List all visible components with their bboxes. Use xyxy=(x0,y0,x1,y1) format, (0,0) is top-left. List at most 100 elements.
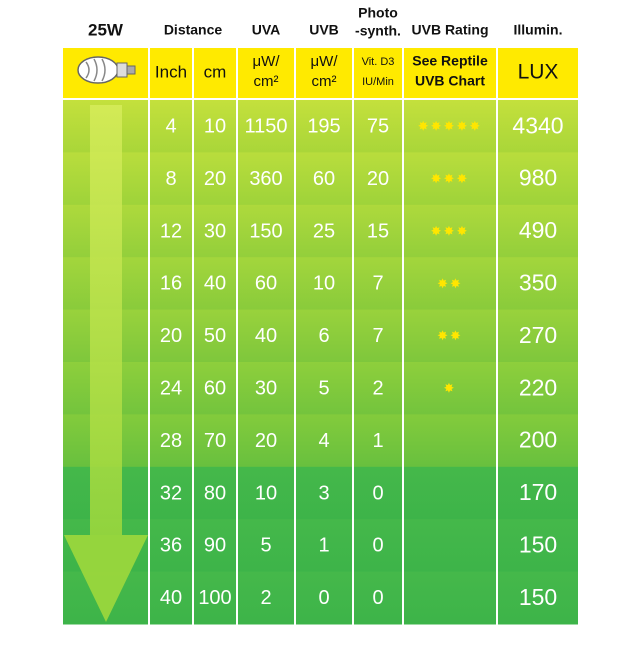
cell-value: 40 xyxy=(204,273,226,295)
column-unit: cm² xyxy=(254,73,279,90)
row-band xyxy=(150,309,192,363)
row-band xyxy=(238,362,294,415)
row-band xyxy=(238,519,294,573)
cell-value: 10 xyxy=(313,273,335,295)
row-band xyxy=(498,152,578,206)
column-unit: Inch xyxy=(155,62,187,81)
cell-value: 50 xyxy=(204,325,226,347)
row-band xyxy=(404,100,496,153)
column-header: UVA xyxy=(252,22,281,38)
row-band xyxy=(354,204,402,258)
row-band xyxy=(498,519,578,573)
cell-value: 60 xyxy=(313,168,335,190)
row-band xyxy=(404,519,496,573)
cell-value: 1150 xyxy=(244,115,287,137)
column-header: -synth. xyxy=(355,23,401,39)
cell-value: 20 xyxy=(160,325,182,347)
column-header: UVB Rating xyxy=(412,22,489,38)
row-band xyxy=(238,414,294,468)
cell-value: 980 xyxy=(519,165,557,191)
row-band xyxy=(194,571,236,625)
row-band xyxy=(194,204,236,258)
column-unit: Vit. D3 xyxy=(362,56,395,68)
row-band xyxy=(296,362,352,415)
row-band xyxy=(404,362,496,415)
row-band xyxy=(498,362,578,415)
cell-value: 270 xyxy=(519,322,557,348)
row-band xyxy=(194,362,236,415)
row-band xyxy=(498,414,578,468)
cell-value: 5 xyxy=(318,377,329,399)
cell-value: 70 xyxy=(204,430,226,452)
row-band xyxy=(404,414,496,468)
rating-stars: ✸✸ xyxy=(437,276,463,291)
row-band xyxy=(194,466,236,520)
column-header: Distance xyxy=(164,22,223,38)
row-band xyxy=(194,152,236,206)
cell-value: 2 xyxy=(260,587,271,609)
row-band xyxy=(404,204,496,258)
bulb-icon xyxy=(77,56,136,84)
cell-value: 60 xyxy=(255,273,277,295)
row-band xyxy=(354,100,402,153)
row-band xyxy=(296,257,352,311)
row-band xyxy=(194,519,236,573)
row-band xyxy=(354,362,402,415)
column-unit: IU/Min xyxy=(362,76,394,88)
cell-value: 150 xyxy=(519,531,557,557)
cell-value: 40 xyxy=(160,587,182,609)
arrow xyxy=(64,105,148,622)
column-unit: UVB Chart xyxy=(415,73,485,89)
row-band xyxy=(150,571,192,625)
row-band xyxy=(296,100,352,153)
header-band xyxy=(404,48,496,98)
row-band xyxy=(150,414,192,468)
cell-value: 350 xyxy=(519,269,557,295)
cell-value: 25 xyxy=(313,220,335,242)
row-band xyxy=(238,152,294,206)
cell-value: 4 xyxy=(318,430,329,452)
cell-value: 100 xyxy=(198,587,231,609)
cell-value: 30 xyxy=(204,220,226,242)
row-band xyxy=(150,100,192,153)
header-band xyxy=(354,48,402,98)
cell-value: 16 xyxy=(160,273,182,295)
header-band xyxy=(498,48,578,98)
row-band xyxy=(296,466,352,520)
table-background xyxy=(63,48,578,625)
row-band xyxy=(404,257,496,311)
cell-value: 0 xyxy=(318,587,329,609)
cell-value: 6 xyxy=(318,325,329,347)
cell-value: 32 xyxy=(160,482,182,504)
row-band xyxy=(238,466,294,520)
row-band xyxy=(354,152,402,206)
cell-value: 8 xyxy=(165,168,176,190)
cell-value: 195 xyxy=(307,115,340,137)
column-unit: μW/ xyxy=(311,53,339,70)
row-band xyxy=(238,100,294,153)
cell-value: 75 xyxy=(367,115,389,137)
row-band xyxy=(194,257,236,311)
row-band xyxy=(354,414,402,468)
row-band xyxy=(354,571,402,625)
row-band xyxy=(404,571,496,625)
column-header: Photo xyxy=(358,5,398,21)
column-unit: cm² xyxy=(312,73,337,90)
row-band xyxy=(238,571,294,625)
row-band xyxy=(498,100,578,153)
cell-value: 20 xyxy=(367,168,389,190)
cell-value: 20 xyxy=(204,168,226,190)
row-band xyxy=(498,571,578,625)
row-band xyxy=(238,309,294,363)
cell-value: 1 xyxy=(372,430,383,452)
cell-value: 12 xyxy=(160,220,182,242)
row-band xyxy=(498,466,578,520)
cell-value: 10 xyxy=(204,115,226,137)
row-band xyxy=(296,414,352,468)
cell-value: 24 xyxy=(160,377,182,399)
row-band xyxy=(404,152,496,206)
row-band xyxy=(150,362,192,415)
row-band xyxy=(150,152,192,206)
cell-value: 7 xyxy=(372,273,383,295)
